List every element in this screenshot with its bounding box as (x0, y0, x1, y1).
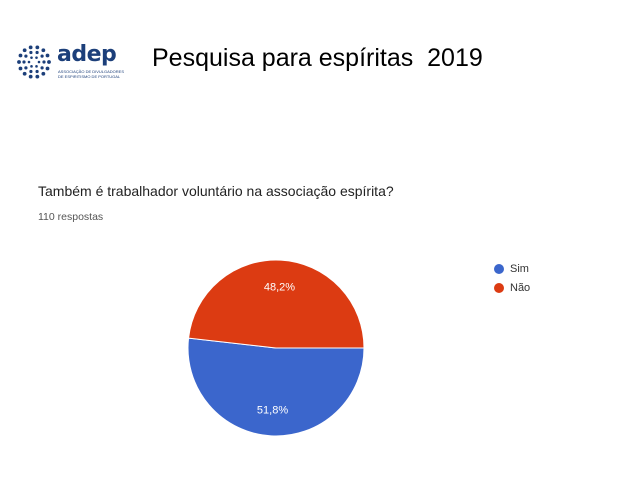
pie-slice-sim (187, 337, 365, 437)
chart-legend: Sim Não (494, 259, 530, 297)
legend-label-nao: Não (510, 281, 531, 294)
legend-label-sim: Sim (510, 262, 529, 275)
legend-swatch-sim (494, 263, 504, 274)
legend-item-nao: Não (494, 278, 530, 297)
logo-wordmark: adep (57, 42, 117, 67)
page-title: Pesquisa para espíritas 2019 (152, 44, 483, 72)
logo-dots-icon (17, 45, 51, 79)
pie-slice-nao (188, 259, 365, 349)
slice-label-nao: 48,2% (264, 282, 295, 294)
response-count: 110 respostas (38, 211, 104, 223)
slice-label-sim: 51,8% (257, 405, 288, 417)
chart-title: Também é trabalhador voluntário na assoc… (38, 183, 394, 199)
logo-subtitle: ASSOCIAÇÃO DE DIVULGADORES DE ESPIRITISM… (58, 69, 125, 79)
legend-item-sim: Sim (494, 259, 530, 278)
legend-swatch-nao (494, 282, 504, 293)
adep-logo: adep ASSOCIAÇÃO DE DIVULGADORES DE ESPIR… (14, 42, 124, 86)
